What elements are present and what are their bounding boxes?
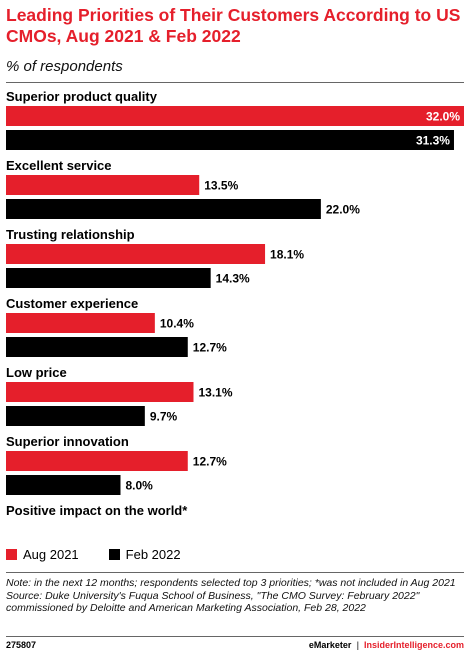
legend-label-aug-2021: Aug 2021: [23, 547, 79, 562]
bar-aug-2021: [6, 106, 464, 126]
bar-aug-2021: [6, 175, 200, 195]
category-label: Excellent service: [6, 158, 112, 173]
bar-aug-2021: [6, 382, 194, 402]
bar-aug-2021: [6, 451, 188, 471]
bar-chart: Superior product quality 32.0% 31.3% Excell…: [6, 89, 464, 518]
data-label: 31.3%: [416, 134, 450, 148]
note-text: Note: in the next 12 months; respondents…: [6, 577, 456, 589]
chart-subtitle: % of respondents: [6, 58, 123, 75]
bar-feb-2022: [6, 406, 145, 426]
legend-swatch-feb-2022: [108, 549, 120, 560]
data-label: 18.1%: [270, 248, 304, 262]
category-label: Trusting relationship: [6, 227, 135, 242]
source-text: Source: Duke University's Fuqua School o…: [6, 589, 420, 615]
legend: Aug 2021 Feb 2022: [6, 547, 211, 562]
brand-separator: |: [356, 640, 359, 650]
data-label: 13.1%: [198, 386, 232, 400]
data-label: 13.5%: [204, 179, 238, 193]
category-label: Superior innovation: [6, 434, 129, 449]
category-label: Superior product quality: [6, 89, 158, 104]
category-label: Customer experience: [6, 296, 138, 311]
brand: eMarketer | InsiderIntelligence.com: [309, 640, 464, 650]
bottom-divider: [6, 572, 464, 573]
category-label: Positive impact on the world*: [6, 503, 188, 518]
bar-feb-2022: [6, 337, 188, 357]
chart-title: Leading Priorities of Their Customers Ac…: [6, 5, 461, 46]
brand-insider-intelligence: InsiderIntelligence.com: [363, 640, 464, 650]
chart-id: 275807: [6, 640, 37, 650]
footnote: Note: in the next 12 months; respondents…: [6, 577, 461, 615]
bar-aug-2021: [6, 244, 266, 264]
category-label: Low price: [6, 365, 67, 380]
data-label: 12.7%: [193, 455, 227, 469]
top-divider: [6, 82, 464, 83]
legend-swatch-aug-2021: [6, 549, 17, 560]
footer-divider: [6, 636, 464, 637]
bar-feb-2022: [6, 199, 321, 219]
data-label: 8.0%: [126, 479, 154, 493]
bar-aug-2021: [6, 313, 155, 333]
bar-feb-2022: [6, 475, 121, 495]
data-label: 14.3%: [216, 272, 250, 286]
legend-item-feb-2022: Feb 2022: [108, 547, 181, 562]
data-label: 12.7%: [193, 341, 227, 355]
data-label: 10.4%: [160, 317, 194, 331]
legend-label-feb-2022: Feb 2022: [125, 547, 181, 562]
brand-emarketer: eMarketer: [308, 640, 352, 650]
data-label: 22.0%: [326, 203, 360, 217]
legend-item-aug-2021: Aug 2021: [6, 547, 79, 562]
bar-feb-2022: [6, 130, 454, 150]
data-label: 32.0%: [426, 110, 460, 124]
data-label: 9.7%: [150, 410, 178, 424]
bar-feb-2022: [6, 268, 211, 288]
